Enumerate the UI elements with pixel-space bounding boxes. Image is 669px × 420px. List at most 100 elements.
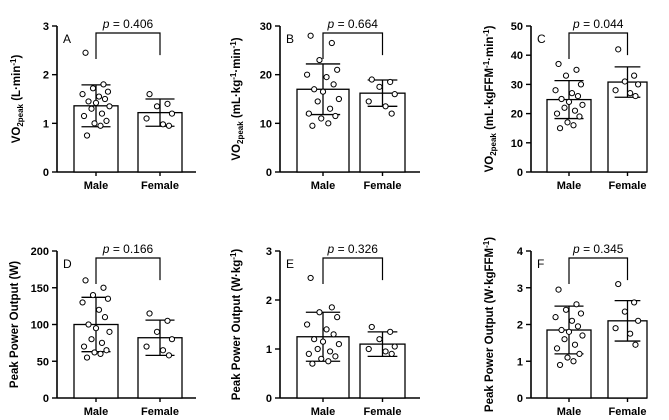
data-point [88, 105, 95, 112]
data-point [91, 349, 98, 356]
data-point [376, 336, 383, 343]
data-point [335, 341, 343, 348]
panel-C: 0 10 20 30 40 50 Male Female p = 0.044 C VO2peak (… [482, 17, 648, 192]
category-label: Male [311, 180, 335, 192]
significance-bracket [95, 32, 161, 59]
data-point [100, 284, 107, 291]
panel-B: 0 10 20 30 Male Female p = 0.664 B VO2peak (mL·k… [229, 17, 420, 192]
data-point [391, 91, 398, 98]
y-tick-label: 50 [37, 356, 49, 368]
data-point [305, 350, 312, 357]
data-point [103, 117, 110, 125]
ylabel-main: Peak Power Output (W) [9, 261, 21, 388]
data-point [627, 90, 634, 97]
y-axis-title: VO2peak (L·min-1) [9, 55, 25, 144]
p-symbol: p [327, 17, 335, 31]
data-point [146, 91, 153, 98]
y-axis-title: VO2peak (mL·kg-1·min-1) [229, 37, 245, 160]
data-point [89, 292, 97, 299]
data-point [330, 81, 337, 88]
panel-D: 0 50 100 150 200 Male Female p = 0.166 D Peak Pow… [9, 242, 196, 418]
y-tick-label: 0 [517, 393, 523, 405]
panel-letter: E [286, 257, 294, 271]
y-tick-label: 3 [517, 283, 523, 295]
category-label: Female [609, 406, 647, 418]
data-point [615, 46, 622, 53]
data-point [165, 352, 173, 359]
y-tick-label: 100 [31, 320, 49, 332]
data-point [568, 90, 576, 97]
data-point [570, 358, 577, 365]
data-point [621, 78, 628, 85]
ylabel-superscript2: -1 [229, 41, 238, 49]
ylabel-subscript: 2peak [236, 121, 245, 144]
panel-A: 0 1 2 3 Male Female p = 0.406 A VO2peak (L·min-1… [9, 17, 196, 192]
data-point [309, 122, 316, 129]
y-tick-label: 10 [511, 138, 523, 150]
category-label: Male [557, 406, 581, 418]
data-point [103, 347, 110, 354]
data-point [573, 301, 580, 308]
ylabel-close: ) [484, 237, 496, 241]
y-axis-title: Peak Power Output (W·kg-1) [229, 249, 243, 401]
category-label: Female [364, 406, 402, 418]
data-point [564, 119, 571, 126]
y-tick-label: 1 [43, 118, 49, 130]
y-tick-label: 0 [517, 167, 523, 179]
ylabel-superscript: -1 [9, 58, 18, 66]
data-point [562, 72, 570, 79]
panel-letter: F [537, 257, 544, 271]
data-point [318, 115, 325, 122]
data-point [91, 120, 98, 127]
data-point [365, 345, 372, 353]
data-point [635, 317, 642, 324]
data-point [574, 92, 582, 100]
data-point [576, 113, 583, 120]
significance-bracket [322, 32, 384, 59]
category-label: Female [141, 406, 179, 418]
ylabel-main: Peak Power Output (W·kgFFM [484, 248, 496, 412]
data-point [376, 83, 383, 90]
significance-bracket [95, 257, 161, 284]
data-point [555, 286, 562, 293]
data-point [561, 336, 568, 343]
data-point [82, 277, 89, 284]
data-point [387, 78, 394, 86]
data-point [556, 361, 564, 369]
data-point [334, 314, 341, 321]
category-label: Female [141, 180, 179, 192]
data-point [325, 120, 332, 127]
data-point [632, 92, 639, 100]
data-point [632, 341, 639, 348]
data-point [323, 326, 330, 333]
data-point [365, 98, 372, 105]
data-point [627, 330, 634, 337]
significance-bracket [568, 32, 629, 59]
data-point [79, 299, 86, 306]
data-point [368, 323, 375, 331]
y-tick-label: 20 [260, 70, 272, 82]
data-point [564, 354, 571, 361]
data-point [307, 32, 314, 39]
data-point [168, 110, 176, 117]
p-symbol: p [102, 17, 110, 31]
p-value: p = 0.326 [327, 242, 379, 256]
p-symbol: p [327, 242, 335, 256]
data-point [558, 326, 565, 334]
data-point [311, 86, 318, 93]
p-symbol: p [102, 242, 110, 256]
data-point [631, 72, 638, 79]
ylabel-superscript: -1 [229, 252, 238, 260]
data-point [165, 122, 173, 129]
data-point [556, 125, 564, 132]
y-axis-title: Peak Power Output (W·kgFFM-1) [482, 237, 496, 412]
data-point [568, 317, 576, 324]
data-point [555, 60, 562, 68]
y-tick-label: 40 [511, 50, 523, 62]
data-point [106, 328, 113, 335]
panel-letter: A [63, 32, 71, 46]
data-point [143, 115, 150, 122]
panel-letter: C [537, 32, 546, 46]
y-tick-label: 4 [517, 246, 524, 258]
